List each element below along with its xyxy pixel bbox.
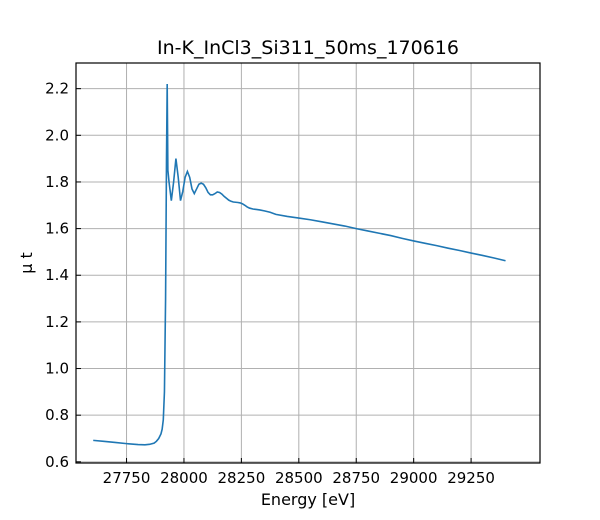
series-line [93,83,506,446]
y-tick-label: 2.0 [45,126,69,144]
x-tick-label: 29000 [390,469,438,487]
y-tick-label: 1.4 [45,266,69,284]
y-tick-label: 1.8 [45,173,69,191]
x-tick-label: 28500 [275,469,323,487]
y-tick-label: 2.2 [45,80,69,98]
chart-title: In-K_InCl3_Si311_50ms_170616 [157,37,459,59]
y-tick-label: 1.0 [45,360,69,378]
plot-frame [75,62,541,464]
y-axis-label: μ t [17,252,36,274]
x-tick-label: 29250 [447,469,495,487]
x-tick-label: 27750 [103,469,151,487]
x-tick-label: 28250 [218,469,266,487]
y-tick-label: 1.2 [45,313,69,331]
axis-ticks: 27750 28000 28250 28500 28750 29000 29250 0.6 0.… [45,80,495,487]
grid-lines [76,63,540,463]
x-tick-label: 28000 [160,469,208,487]
y-tick-label: 1.6 [45,220,69,238]
x-tick-label: 28750 [332,469,380,487]
y-tick-label: 0.6 [45,453,69,471]
x-axis-label: Energy [eV] [261,490,355,509]
y-tick-label: 0.8 [45,406,69,424]
